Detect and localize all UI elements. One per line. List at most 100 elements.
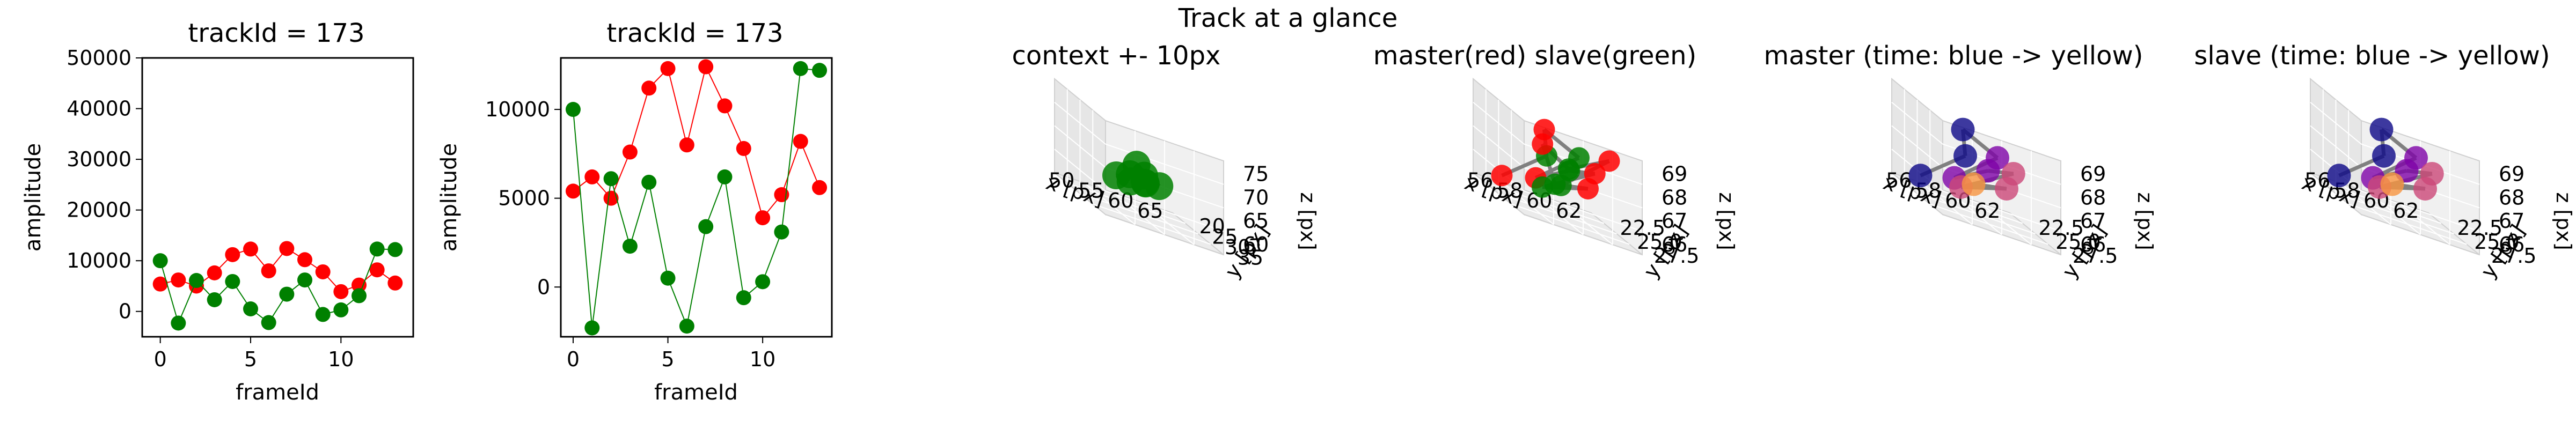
y-tick-label: 20000 <box>67 198 131 222</box>
z-tick-label: 60 <box>1243 233 1269 256</box>
data-point <box>622 239 638 254</box>
y-tick-label: 25 <box>1212 225 1238 248</box>
z-tick-label: 67 <box>2499 209 2524 233</box>
y-tick-label: 0 <box>119 300 131 323</box>
data-point <box>2413 176 2437 201</box>
data-point <box>603 190 619 206</box>
data-point <box>2372 144 2396 168</box>
data-point <box>352 288 367 304</box>
x-tick-label: 55 <box>1078 179 1104 202</box>
panel-1-ylabel: amplitude <box>21 143 46 252</box>
grid-line <box>2323 182 2442 224</box>
grid-line <box>2310 125 2362 168</box>
data-point <box>1532 133 1554 155</box>
data-point <box>369 241 385 257</box>
panel-2-xlabel: frameId <box>654 380 738 405</box>
y-tick-label: 30 <box>1225 235 1250 259</box>
z-axis-label: z [px] <box>1296 192 1320 250</box>
data-point <box>369 262 385 278</box>
z-tick-label: 65 <box>1243 209 1269 233</box>
data-point <box>279 241 295 256</box>
data-point <box>755 274 771 290</box>
data-point <box>243 241 258 257</box>
data-point <box>261 315 276 330</box>
z-tick-label: 66 <box>1662 233 1687 256</box>
data-point <box>1951 117 1975 142</box>
y-tick-label: 22.5 <box>2457 216 2502 240</box>
x-tick-label: 5 <box>244 347 257 371</box>
grid-line <box>1054 125 1106 168</box>
data-point <box>1491 165 1513 187</box>
data-point <box>152 253 168 269</box>
data-point <box>261 263 276 279</box>
grid-line <box>1561 202 1613 246</box>
panel-2: trackId = 173 0 5 10 0 5000 10000 frameId amp… <box>437 18 833 405</box>
figure-suptitle: Track at a glance <box>1178 3 1398 33</box>
data-point <box>387 275 403 291</box>
z-tick-label: 69 <box>2080 162 2106 186</box>
data-point <box>622 144 638 160</box>
y-tick-label: 25.0 <box>2055 230 2101 254</box>
grid-line <box>1473 125 1525 168</box>
y-tick-label: 50000 <box>67 46 131 70</box>
panel-3-title: context +- 10px <box>1012 41 1221 71</box>
data-point <box>793 61 808 76</box>
panel-6-title: slave (time: blue -> yellow) <box>2194 41 2550 71</box>
data-point <box>565 102 581 117</box>
grid-line <box>1080 193 1198 234</box>
panel-2-frame <box>560 57 833 338</box>
z-axis-label: z [px] <box>2552 192 2575 250</box>
z-axis-label: z [px] <box>1715 192 1738 250</box>
grid-line <box>1485 182 1605 224</box>
data-point <box>2369 117 2394 142</box>
grid-line <box>1891 125 1943 168</box>
data-point <box>584 169 600 184</box>
z-tick-label: 68 <box>2080 186 2106 209</box>
z-tick-label: 70 <box>1243 186 1269 209</box>
grid-line <box>1143 202 1195 246</box>
x-tick-label: 62 <box>1556 199 1582 223</box>
panel-2-ylabel: amplitude <box>437 143 462 252</box>
x-tick-label: 5 <box>661 347 674 371</box>
data-point <box>793 134 808 149</box>
data-point <box>603 171 619 187</box>
data-point <box>641 174 657 190</box>
data-point <box>279 286 295 302</box>
z-tick-label: 67 <box>1662 209 1687 233</box>
data-point <box>698 219 714 234</box>
y-tick-label: 27.5 <box>2073 244 2118 268</box>
data-point <box>171 315 186 331</box>
data-point <box>641 80 657 96</box>
data-point <box>1598 150 1620 172</box>
data-point <box>584 320 600 336</box>
y-tick-label: 30000 <box>67 147 131 171</box>
data-point <box>225 247 240 262</box>
data-point <box>171 272 186 288</box>
y-tick-label: 0 <box>537 275 550 299</box>
grid-line <box>2336 193 2454 234</box>
x-tick-label: 10 <box>750 347 775 371</box>
data-point <box>565 183 581 199</box>
x-tick-label: 62 <box>2393 199 2419 223</box>
data-point <box>660 270 676 286</box>
z-tick-label: 69 <box>2499 162 2524 186</box>
data-point <box>352 277 367 293</box>
grid-line <box>1980 202 2032 246</box>
y-tick-label: 25.0 <box>2474 230 2520 254</box>
data-point <box>243 301 258 316</box>
panel-2-ticks: 0 5 10 0 5000 10000 <box>485 98 775 371</box>
data-point <box>679 319 694 334</box>
data-point <box>152 276 168 292</box>
data-point <box>812 63 828 78</box>
panel-1-frame <box>141 57 414 338</box>
panel-1-marks <box>152 241 403 331</box>
data-point <box>1577 177 1599 199</box>
data-point <box>1953 144 1977 168</box>
data-point <box>315 264 331 279</box>
data-point <box>1557 158 1579 180</box>
grid-line <box>1473 101 1525 145</box>
y-tick-label: 27.5 <box>1654 244 1700 268</box>
grid-line <box>1904 182 2023 224</box>
y-tick-label: 22.5 <box>2038 216 2084 240</box>
series-line <box>572 68 820 328</box>
